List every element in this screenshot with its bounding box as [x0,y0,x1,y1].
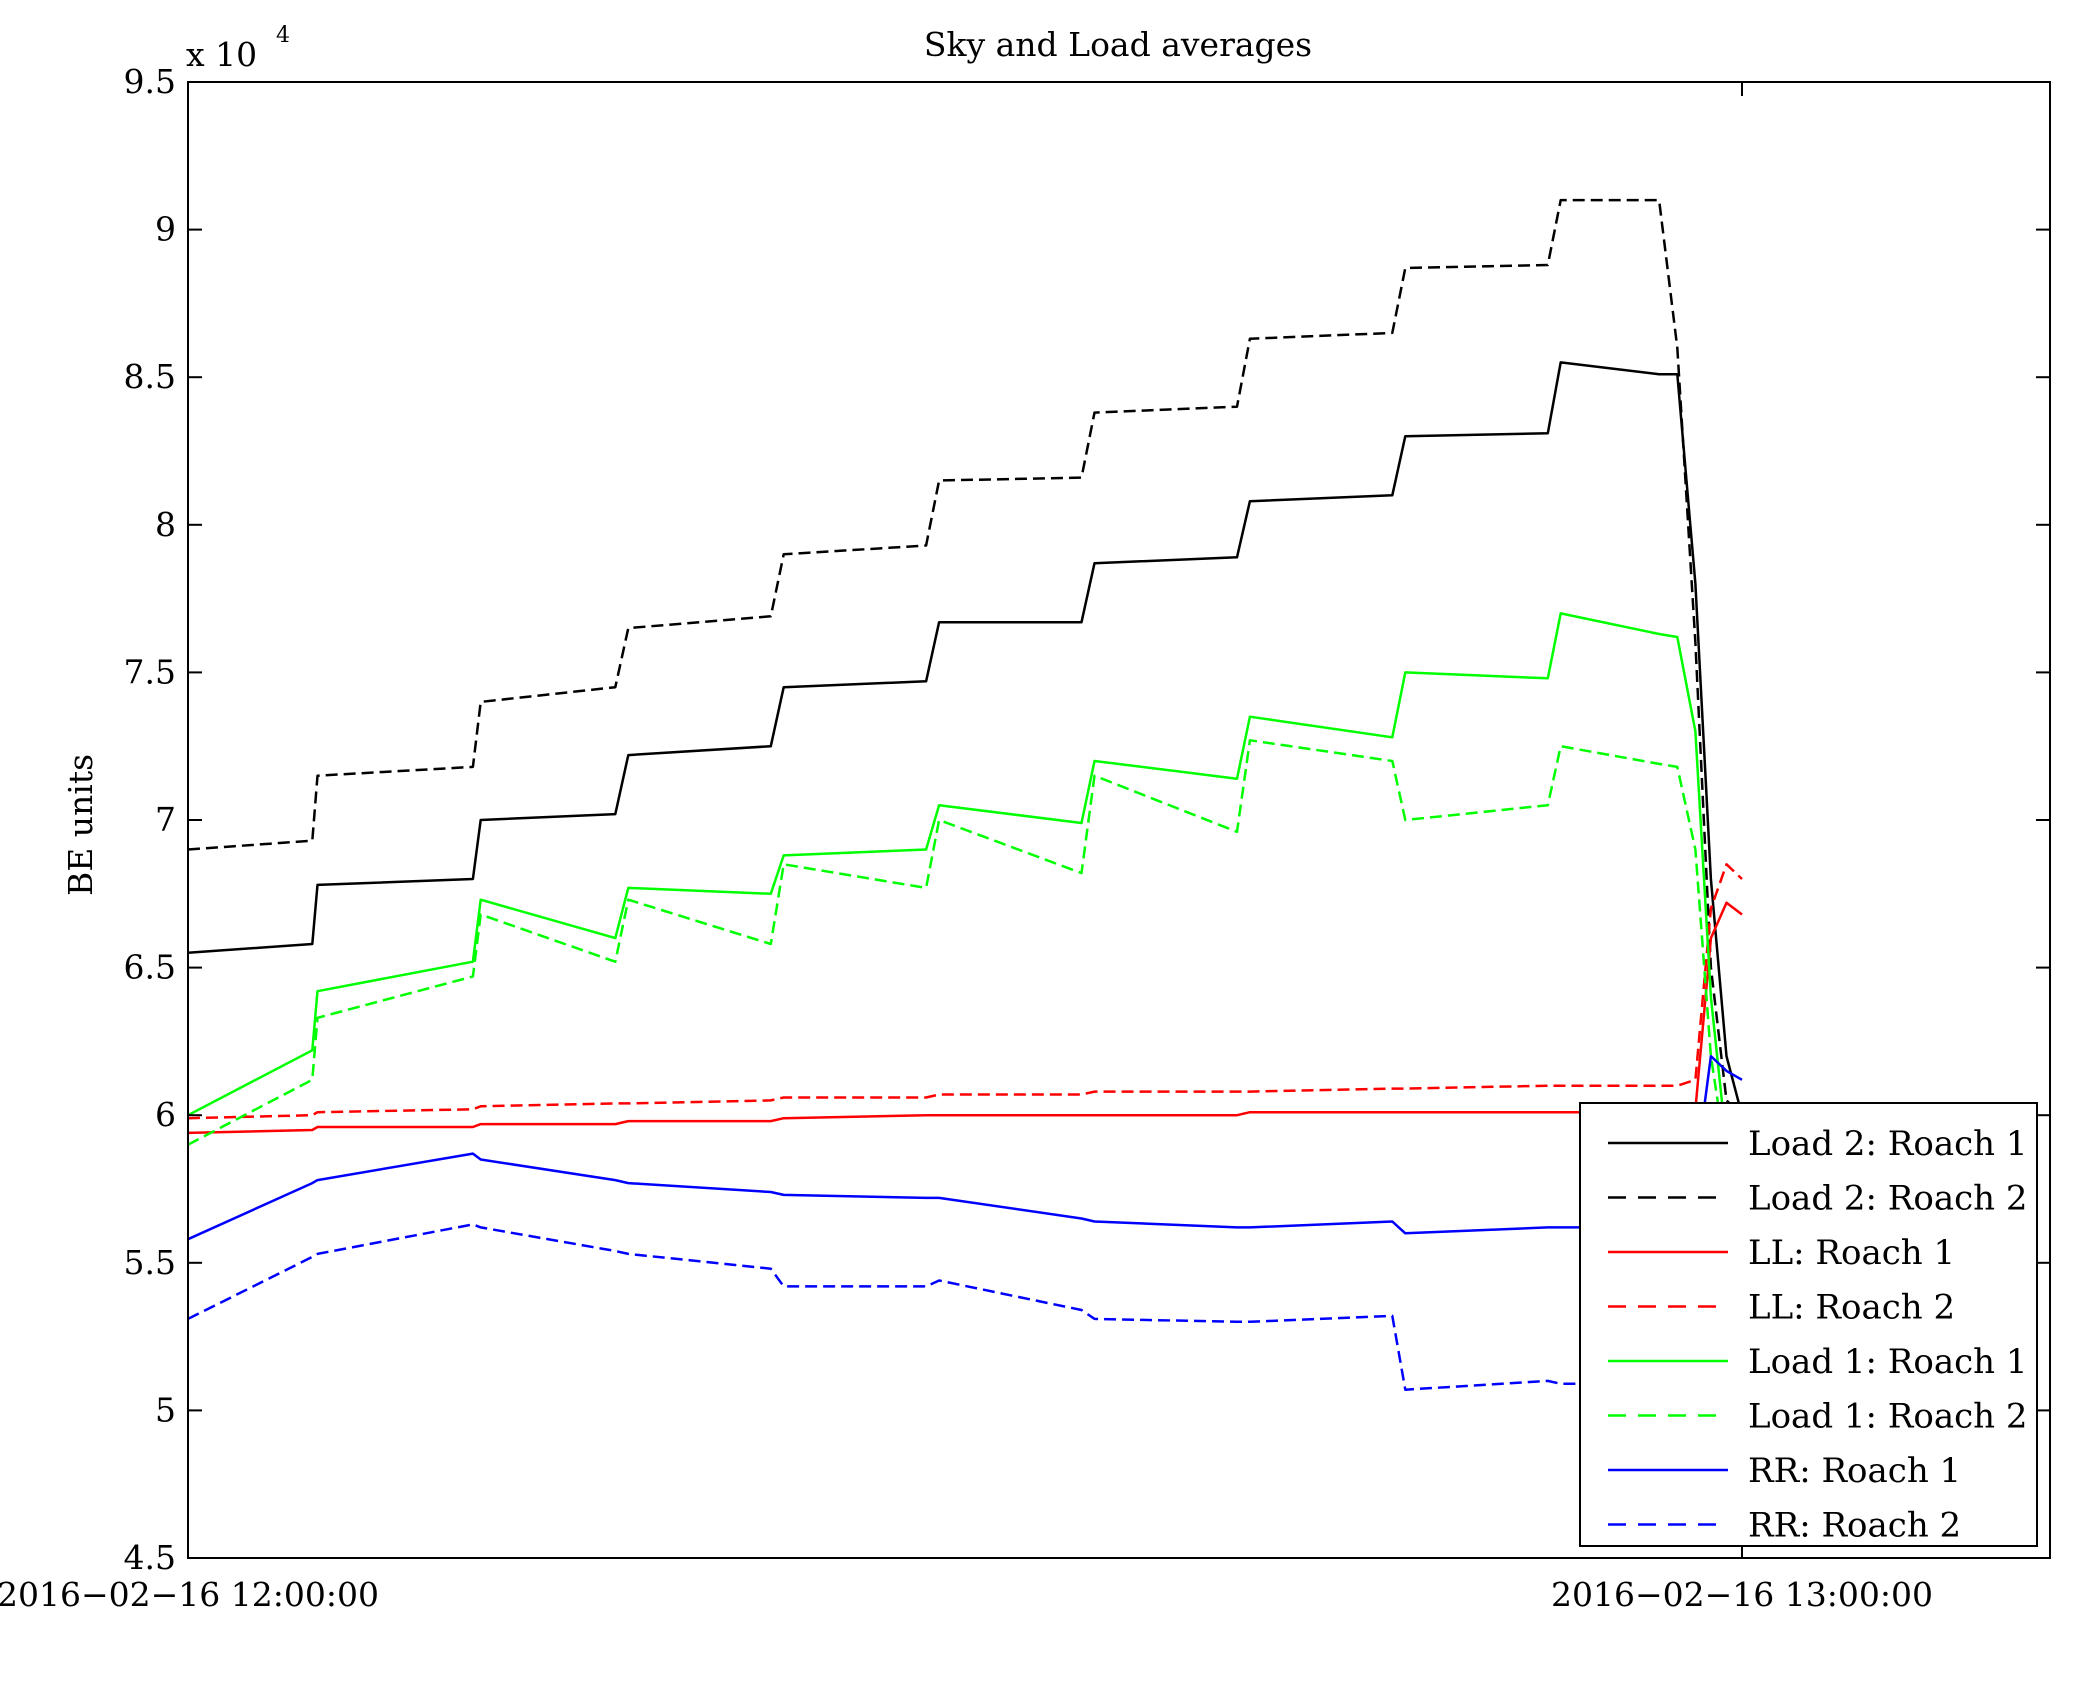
legend-label: LL: Roach 2 [1748,1288,1955,1328]
y-tick-label: 6.5 [124,948,176,987]
ticks-layer: 4.5 5 5.5 6 6.5 7 7.5 8 8.5 9 9.5 2016−02−16 12:00:… [0,62,2050,1614]
series-line-6 [187,739,1743,1176]
legend-label: Load 2: Roach 2 [1748,1179,2028,1219]
legend: Load 2: Roach 1 Load 2: Roach 2 LL: Roach … [1579,1102,2038,1547]
legend-label: Load 1: Roach 2 [1748,1397,2028,1437]
chart-title: Sky and Load averages [924,25,1312,64]
legend-label: RR: Roach 1 [1748,1451,1961,1491]
y-tick-label: 4.5 [124,1538,176,1577]
series-line-1 [187,361,1744,1116]
y-tick-label: 5 [155,1390,176,1429]
legend-label: Load 1: Roach 1 [1748,1342,2028,1382]
x-tick-label: 2016−02−16 12:00:00 [0,1575,379,1614]
y-axis-label: BE units [61,754,100,896]
series-line-4 [187,863,1743,1120]
legend-label: Load 2: Roach 1 [1748,1124,2028,1164]
series-line-5 [187,612,1744,1175]
y-tick-label: 9.5 [124,62,176,101]
legend-label: RR: Roach 2 [1748,1506,1961,1546]
y-multiplier-label: x 10 [186,35,257,74]
y-tick-label: 8.5 [124,357,176,396]
legend-label: LL: Roach 1 [1748,1233,1955,1273]
legend-box [1579,1102,2038,1547]
y-tick-label: 9 [155,210,176,249]
y-multiplier-exponent: 4 [276,23,290,48]
y-tick-label: 6 [155,1095,176,1134]
x-tick-label: 2016−02−16 13:00:00 [1551,1575,1933,1614]
y-tick-label: 5.5 [124,1243,176,1282]
y-tick-label: 7 [155,800,176,839]
series-line-2 [187,198,1743,1117]
y-tick-label: 7.5 [124,652,176,691]
y-tick-label: 8 [155,505,176,544]
